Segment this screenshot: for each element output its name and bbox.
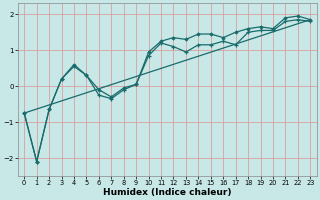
- X-axis label: Humidex (Indice chaleur): Humidex (Indice chaleur): [103, 188, 232, 197]
